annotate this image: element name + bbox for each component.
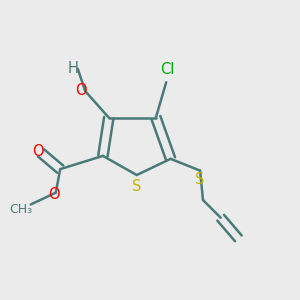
Text: O: O xyxy=(49,187,60,202)
Text: S: S xyxy=(195,172,205,187)
Text: H: H xyxy=(68,61,79,76)
Text: O: O xyxy=(75,83,87,98)
Text: S: S xyxy=(132,179,141,194)
Text: O: O xyxy=(32,144,43,159)
Text: CH₃: CH₃ xyxy=(10,203,33,216)
Text: Cl: Cl xyxy=(160,62,174,77)
